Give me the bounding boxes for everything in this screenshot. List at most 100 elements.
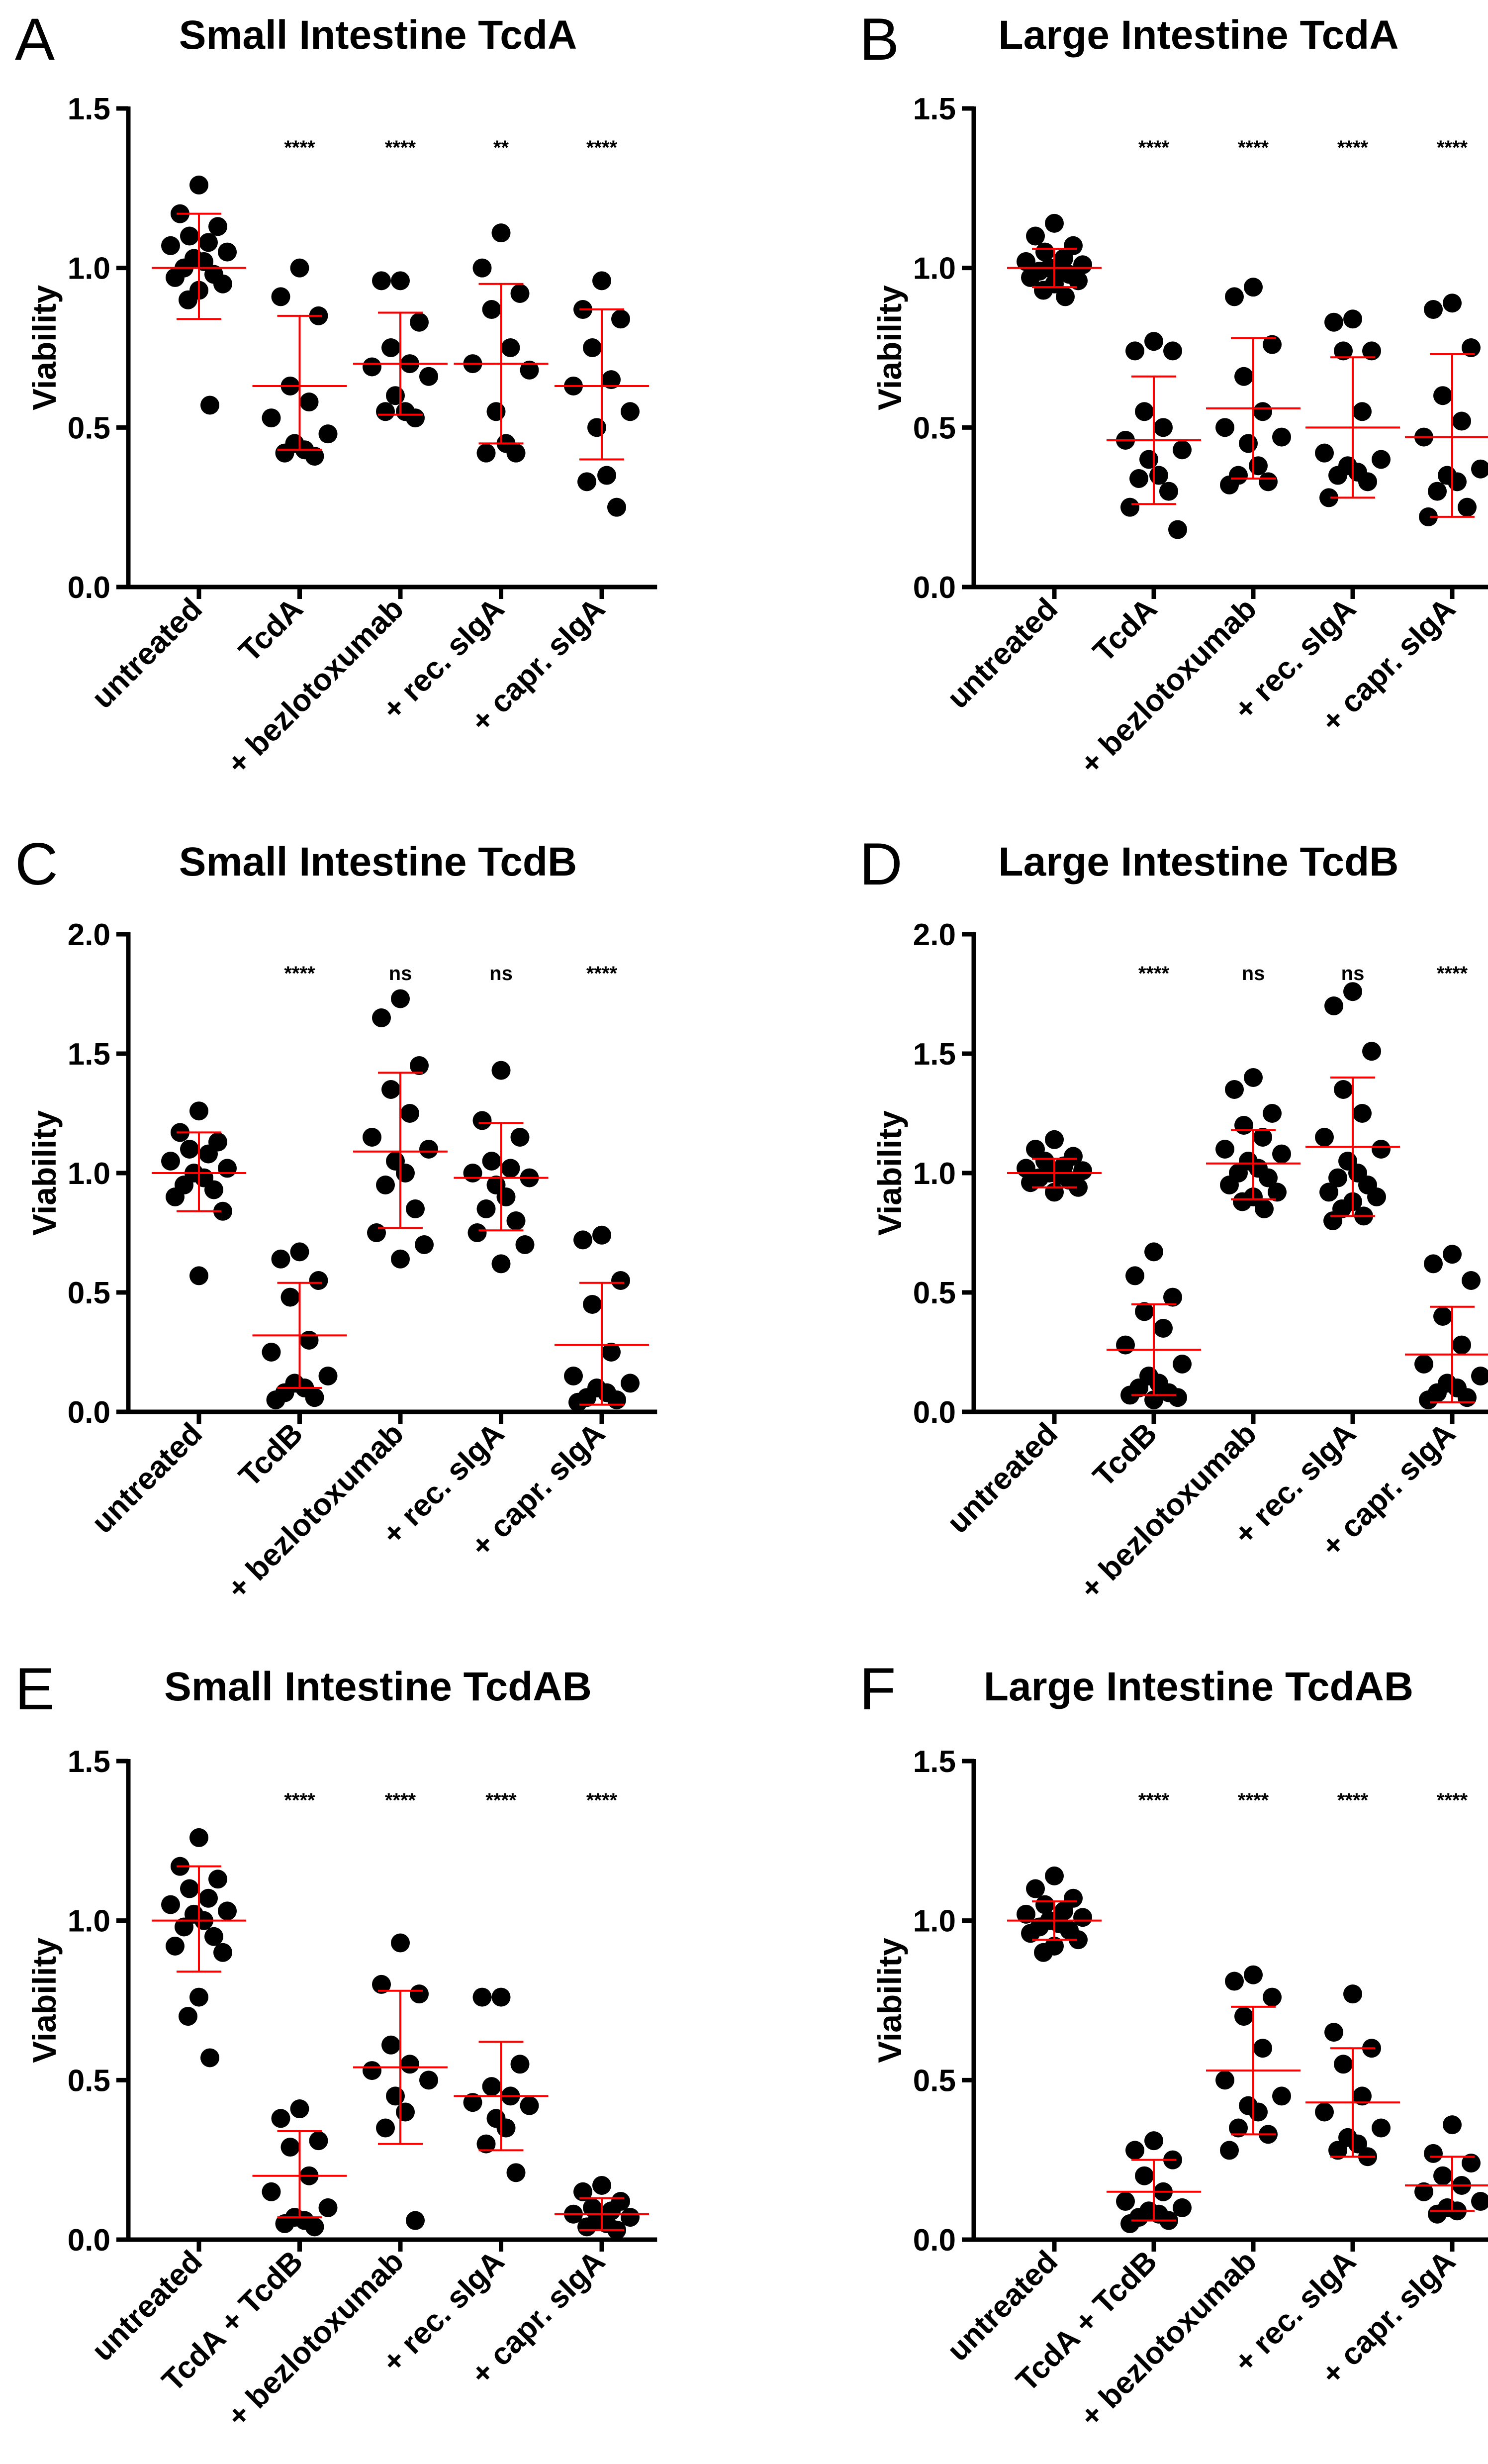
data-point [363, 357, 381, 377]
data-point [1239, 434, 1258, 453]
data-point [166, 268, 185, 287]
data-group [1405, 1245, 1488, 1409]
y-tick-label: 2.0 [913, 918, 956, 952]
data-point [1263, 335, 1282, 354]
y-tick-label: 1.0 [68, 1157, 110, 1191]
data-point [1234, 1116, 1253, 1135]
significance-label: **** [485, 1789, 517, 1811]
data-point [189, 1101, 208, 1121]
data-point [491, 1987, 511, 2007]
data-point [1244, 1068, 1263, 1087]
data-point [1120, 497, 1139, 517]
data-point [1433, 386, 1452, 405]
data-point [1035, 1895, 1054, 1914]
data-point [1362, 341, 1381, 361]
data-point [1323, 1211, 1342, 1230]
data-point [271, 2109, 290, 2128]
data-group [1206, 1068, 1301, 1218]
data-point [386, 386, 405, 405]
data-point [262, 408, 281, 428]
y-tick-label: 0.5 [68, 1276, 110, 1310]
y-tick-label: 0.5 [913, 411, 956, 445]
data-point [1159, 482, 1178, 501]
y-axis-label: Viability [871, 1938, 908, 2063]
data-point [299, 1331, 319, 1350]
data-point [1249, 2102, 1268, 2122]
data-point [1234, 367, 1253, 386]
data-point [482, 2077, 501, 2096]
data-point [318, 2198, 338, 2217]
data-point [1424, 300, 1443, 319]
significance-label: **** [1437, 137, 1468, 159]
data-point [1220, 2141, 1239, 2160]
x-tick-label: untreated [940, 591, 1064, 715]
data-point [180, 1140, 199, 1159]
data-point [1334, 1080, 1353, 1099]
data-point [305, 447, 324, 466]
data-point [381, 338, 400, 357]
data-point [410, 312, 429, 332]
significance-label: **** [1138, 963, 1170, 985]
data-point [213, 1201, 232, 1221]
data-point [1353, 2086, 1372, 2106]
data-point [611, 309, 630, 329]
data-point [381, 2035, 400, 2055]
data-point [213, 274, 232, 294]
data-point [491, 223, 511, 243]
data-point [1319, 488, 1338, 507]
data-point [486, 402, 506, 421]
y-axis-label: Viability [26, 1938, 63, 2063]
data-point [1225, 1080, 1244, 1099]
data-group [252, 1242, 347, 1409]
y-tick-label: 0.0 [68, 2223, 110, 2258]
y-tick-label: 1.0 [913, 252, 956, 286]
data-point [1215, 2070, 1234, 2090]
data-point [271, 287, 290, 306]
x-tick-label: + bezlotoxumab [221, 591, 410, 781]
significance-label: ** [493, 137, 509, 159]
data-group [1405, 2115, 1488, 2224]
data-point [1433, 2166, 1452, 2185]
y-tick-label: 0.0 [68, 571, 110, 605]
significance-label: **** [1138, 137, 1170, 159]
data-point [515, 1235, 535, 1254]
data-point [1234, 2007, 1253, 2026]
data-point [1315, 2102, 1334, 2122]
y-tick-label: 1.5 [68, 1037, 110, 1072]
data-point [1458, 1388, 1477, 1407]
y-tick-label: 2.0 [68, 918, 110, 952]
data-point [271, 1249, 290, 1269]
data-point [391, 1933, 410, 1953]
data-point [577, 2217, 596, 2237]
data-point [506, 443, 526, 463]
data-point [372, 1008, 391, 1027]
data-point [1125, 1266, 1144, 1285]
y-tick-label: 1.0 [913, 1904, 956, 1939]
data-point [1353, 402, 1372, 421]
data-point [1328, 2141, 1347, 2160]
data-point [1233, 1192, 1252, 1211]
data-point [496, 1187, 516, 1206]
significance-label: **** [1238, 1789, 1269, 1811]
data-point [415, 1235, 434, 1254]
data-point [200, 2048, 219, 2068]
data-point [621, 1374, 640, 1393]
data-point [1448, 472, 1467, 492]
significance-label: ns [1341, 963, 1365, 985]
data-point [419, 1140, 438, 1159]
data-point [213, 1943, 232, 1962]
data-point [611, 1271, 630, 1290]
data-point [1253, 2039, 1272, 2058]
data-point [400, 2055, 419, 2074]
y-tick-label: 1.5 [913, 92, 956, 126]
data-group [1107, 1242, 1201, 1409]
data-point [1462, 338, 1481, 357]
data-point [1334, 2055, 1353, 2074]
data-point [1021, 1173, 1040, 1192]
data-point [204, 1927, 223, 1946]
data-group [454, 1987, 549, 2182]
data-point [262, 1343, 281, 1362]
data-point [467, 1223, 487, 1242]
data-point [1056, 287, 1075, 306]
data-point [1471, 1367, 1488, 1385]
